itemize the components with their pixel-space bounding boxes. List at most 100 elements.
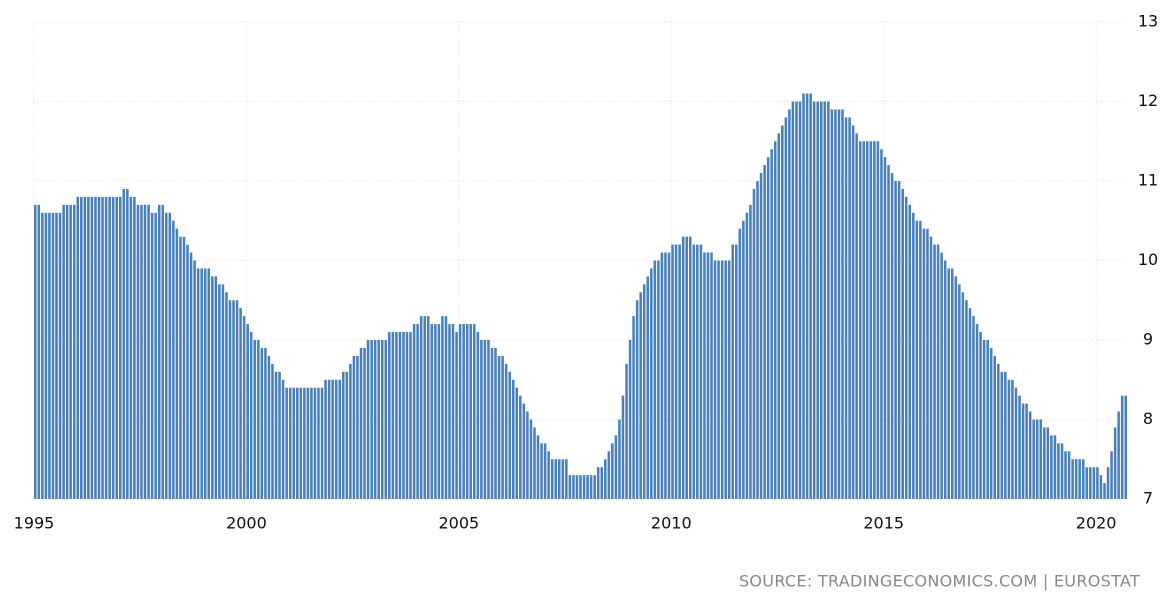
bar [1110, 451, 1113, 499]
bar [69, 204, 72, 499]
bar [543, 443, 547, 499]
bar [72, 204, 76, 499]
bar [1007, 379, 1011, 499]
bar [536, 435, 540, 499]
bar [777, 133, 781, 500]
bar [1085, 467, 1089, 499]
bar [218, 284, 221, 499]
bar [384, 340, 388, 499]
bar [1064, 451, 1067, 499]
bar [359, 347, 363, 499]
bar [395, 332, 398, 499]
bar [904, 196, 908, 499]
bar [58, 212, 62, 500]
bar [894, 181, 897, 499]
bar [451, 324, 455, 499]
bar [607, 451, 611, 499]
bar [211, 276, 214, 499]
bar [802, 93, 805, 500]
bar [104, 196, 108, 499]
bar [674, 244, 678, 499]
bar [600, 467, 604, 499]
bar [497, 355, 501, 499]
bar [41, 212, 44, 500]
bar [157, 204, 161, 499]
bar [526, 411, 529, 499]
bar [742, 220, 745, 499]
bar [997, 363, 1000, 499]
bar [253, 340, 257, 499]
bar [1053, 435, 1057, 499]
bar [48, 212, 51, 500]
bar [161, 204, 165, 499]
bar [1043, 427, 1046, 499]
bar [462, 324, 465, 499]
bar [766, 157, 770, 499]
bar [936, 244, 940, 499]
bar [1021, 403, 1025, 499]
bar [345, 371, 349, 499]
bar [154, 212, 157, 500]
bar [865, 141, 869, 499]
bar [919, 220, 922, 499]
bar [1103, 483, 1106, 499]
bar [1035, 419, 1039, 499]
bar [380, 340, 384, 499]
bar [565, 459, 568, 499]
bar [720, 260, 724, 499]
bar [735, 244, 738, 499]
bar [465, 324, 469, 499]
bar [841, 109, 844, 499]
bar [288, 387, 292, 499]
bar [44, 212, 48, 500]
bar [614, 435, 618, 499]
bar [529, 419, 533, 499]
bar [961, 292, 965, 499]
bar [575, 475, 579, 499]
bar [1067, 451, 1071, 499]
bar [547, 451, 550, 499]
bar [405, 332, 409, 499]
bar [448, 324, 451, 499]
bar [1018, 395, 1021, 499]
bar [660, 252, 664, 499]
bar [51, 212, 55, 500]
bar [147, 204, 150, 499]
bar [752, 188, 756, 499]
x-tick-label: 2015 [863, 514, 904, 533]
bar [207, 268, 211, 499]
bar [419, 316, 423, 499]
bar [108, 196, 111, 499]
bar [759, 173, 763, 500]
bar [412, 324, 416, 499]
bar [710, 252, 713, 499]
bar [727, 260, 731, 499]
bar [703, 252, 706, 499]
bar [257, 340, 260, 499]
bar [646, 276, 650, 499]
bar [278, 371, 281, 499]
bar [568, 475, 572, 499]
bar [635, 300, 639, 499]
y-tick-label: 9 [1143, 330, 1153, 349]
bar [80, 196, 83, 499]
bar [773, 141, 777, 499]
bar [65, 204, 69, 499]
bar [480, 340, 483, 499]
bar [550, 459, 554, 499]
x-tick-label: 2020 [1076, 514, 1117, 533]
bar [441, 316, 444, 499]
bar [437, 324, 441, 499]
bar [434, 324, 437, 499]
bar [706, 252, 710, 499]
bar [122, 188, 126, 499]
bar [880, 149, 883, 499]
bar [168, 212, 172, 500]
bar [1099, 475, 1103, 499]
bar [678, 244, 681, 499]
bar [511, 379, 515, 499]
bar [458, 324, 462, 499]
bar [310, 387, 313, 499]
bar [232, 300, 235, 499]
bar [391, 332, 395, 499]
